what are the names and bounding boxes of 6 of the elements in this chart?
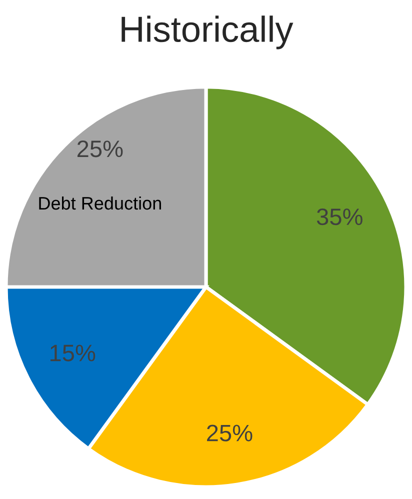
data-label: 35%	[316, 208, 362, 226]
data-label: 25%	[207, 424, 252, 442]
slice-label: Debt Reduction	[39, 196, 161, 210]
data-label: 15%	[50, 344, 96, 362]
data-label: 25%	[77, 140, 123, 158]
chart-title: Historically	[122, 16, 294, 50]
